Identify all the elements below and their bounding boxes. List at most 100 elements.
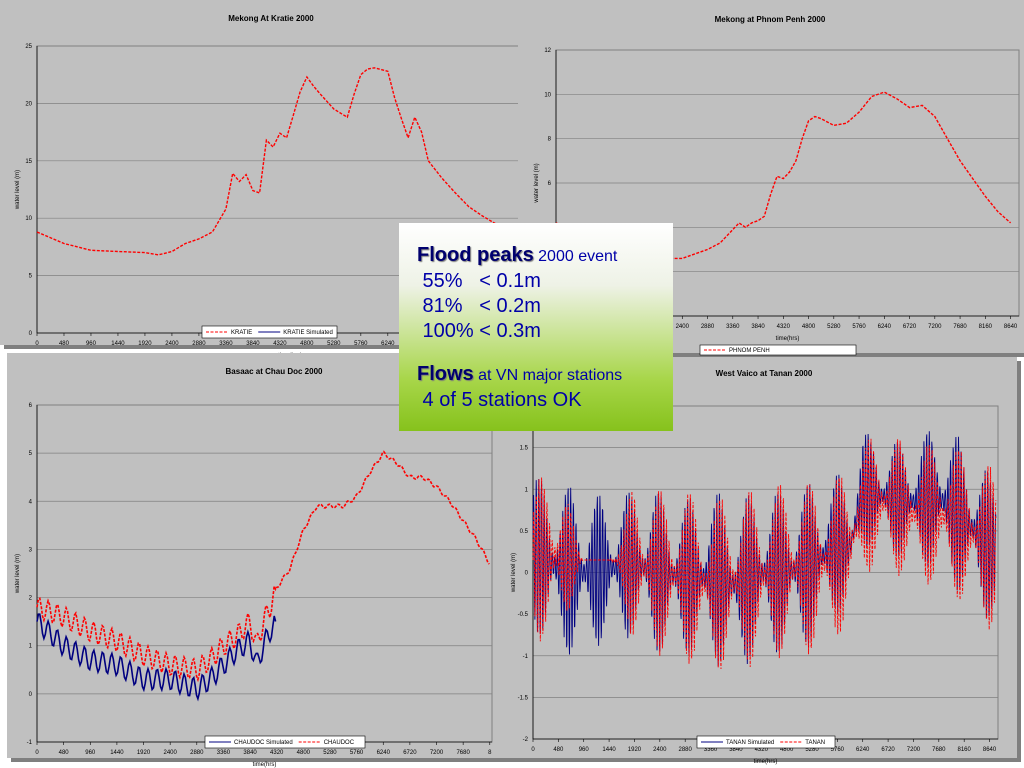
legend-label: KRATIE Simulated xyxy=(283,330,333,336)
flows-heading: Flows at VN major stations xyxy=(417,362,673,388)
x-tick-label: 3360 xyxy=(217,750,231,756)
y-tick-label: 0 xyxy=(29,692,33,698)
x-tick-label: 4320 xyxy=(273,341,287,347)
legend-label: KRATIE xyxy=(231,330,252,336)
y-tick-label: 6 xyxy=(29,403,33,409)
chart-title: Mekong At Kratie 2000 xyxy=(228,14,314,23)
x-tick-label: 6720 xyxy=(903,324,917,330)
x-tick-label: 6720 xyxy=(881,747,895,753)
x-tick-label: 5280 xyxy=(323,750,337,756)
x-tick-label: 7680 xyxy=(456,750,470,756)
x-tick-label: 1920 xyxy=(628,747,642,753)
legend-label: CHAUDOC Simulated xyxy=(234,740,293,746)
y-tick-label: 2 xyxy=(29,596,33,602)
x-tick-label: 2880 xyxy=(192,341,206,347)
x-tick-label: 480 xyxy=(553,747,564,753)
flood-stat-line: 81% < 0.2m xyxy=(417,295,541,317)
series-line-1 xyxy=(36,450,490,683)
series-line-0 xyxy=(532,431,997,667)
flood-peaks-title: Flood peaks xyxy=(417,244,534,266)
x-tick-label: 3360 xyxy=(219,341,233,347)
y-tick-label: 1 xyxy=(525,487,529,493)
y-tick-label: 15 xyxy=(25,159,32,165)
x-tick-label: 6720 xyxy=(403,750,417,756)
y-tick-label: 4 xyxy=(29,499,33,505)
flows-suffix: at VN major stations xyxy=(473,367,623,384)
x-tick-label: 960 xyxy=(85,750,96,756)
x-tick-label: 4800 xyxy=(802,324,816,330)
x-tick-label: 0 xyxy=(35,750,39,756)
x-tick-label: 1920 xyxy=(138,341,152,347)
x-tick-label: 8 xyxy=(488,750,492,756)
y-tick-label: 5 xyxy=(29,451,33,457)
y-tick-label: -1 xyxy=(27,740,33,746)
x-tick-label: 5760 xyxy=(350,750,364,756)
plot-area xyxy=(36,404,493,743)
legend-box xyxy=(696,735,836,749)
x-tick-label: 7200 xyxy=(907,747,921,753)
x-tick-label: 4320 xyxy=(777,324,791,330)
x-tick-label: 0 xyxy=(35,341,39,347)
flood-stat-line: 100% < 0.3m xyxy=(417,320,541,342)
x-tick-label: 1440 xyxy=(110,750,124,756)
x-axis-label: time(hrs) xyxy=(776,336,800,342)
x-tick-label: 5760 xyxy=(354,341,368,347)
x-tick-label: 5760 xyxy=(831,747,845,753)
x-tick-label: 960 xyxy=(86,341,97,347)
y-axis-label: water level (m) xyxy=(534,163,540,203)
x-tick-label: 3840 xyxy=(246,341,260,347)
x-tick-label: 4800 xyxy=(780,747,794,753)
flows-title: Flows xyxy=(417,363,474,385)
x-tick-label: 1440 xyxy=(602,747,616,753)
y-tick-label: 10 xyxy=(544,92,551,98)
flood-peaks-heading: Flood peaks 2000 event xyxy=(417,243,673,269)
flows-stat-line: 4 of 5 stations OK xyxy=(417,389,582,411)
y-tick-label: 25 xyxy=(25,44,32,50)
x-tick-label: 480 xyxy=(59,750,70,756)
x-tick-label: 7200 xyxy=(928,324,942,330)
x-tick-label: 6240 xyxy=(856,747,870,753)
x-tick-label: 4800 xyxy=(297,750,311,756)
chart-tanan: -2 -1.5 -1 -0.5 0 0.5 1 1.5 0 480 960 1440 1920 2400 2… xyxy=(511,369,999,765)
x-tick-label: 960 xyxy=(579,747,590,753)
x-tick-label: 1920 xyxy=(137,750,151,756)
x-tick-label: 8160 xyxy=(958,747,972,753)
y-axis-label: water level (m) xyxy=(511,553,517,593)
x-tick-label: 5760 xyxy=(852,324,866,330)
y-tick-label: 0.5 xyxy=(520,529,529,535)
y-tick-label: 8 xyxy=(548,137,552,143)
x-tick-label: 6240 xyxy=(381,341,395,347)
y-tick-label: -1 xyxy=(523,654,529,660)
legend-box xyxy=(204,735,366,749)
chart-panel-kratie: 0 5 10 15 20 25 0 480 960 1440 1920 2400 2880 3360 384… xyxy=(0,0,544,359)
x-tick-label: 7200 xyxy=(430,750,444,756)
y-axis-label: water level (m) xyxy=(15,170,21,210)
chart-title: West Vaico at Tanan 2000 xyxy=(716,369,813,378)
series-line-0 xyxy=(36,67,524,256)
x-tick-label: 3840 xyxy=(729,747,743,753)
summary-callout: Flood peaks 2000 event 55% < 0.1m 81% < … xyxy=(399,223,673,431)
x-tick-label: 4320 xyxy=(270,750,284,756)
y-tick-label: -0.5 xyxy=(518,612,529,618)
x-axis-label: time(hrs) xyxy=(253,762,277,768)
y-tick-label: -1.5 xyxy=(518,695,529,701)
legend-box xyxy=(699,344,857,356)
x-tick-label: 8640 xyxy=(983,747,997,753)
x-tick-label: 2880 xyxy=(701,324,715,330)
y-tick-label: 3 xyxy=(29,547,33,553)
x-tick-label: 2400 xyxy=(163,750,177,756)
x-tick-label: 480 xyxy=(59,341,70,347)
y-tick-label: 1 xyxy=(29,644,33,650)
flood-peaks-suffix: 2000 event xyxy=(533,248,618,265)
x-tick-label: 3840 xyxy=(243,750,257,756)
y-tick-label: 1.5 xyxy=(520,446,529,452)
y-tick-label: 6 xyxy=(548,181,552,187)
x-tick-label: 6240 xyxy=(377,750,391,756)
x-tick-label: 1440 xyxy=(111,341,125,347)
y-tick-label: 10 xyxy=(25,216,32,222)
x-tick-label: 3360 xyxy=(704,747,718,753)
legend-label: CHAUDOC xyxy=(324,740,355,746)
y-tick-label: 5 xyxy=(29,274,33,280)
spacer xyxy=(417,344,673,362)
